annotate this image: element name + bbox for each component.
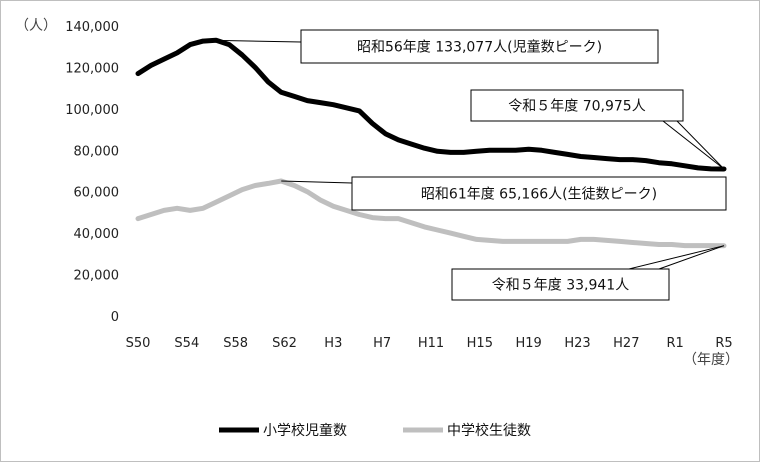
y-axis-unit: （人）: [15, 18, 57, 34]
annotation-leader-line: [281, 180, 353, 184]
x-axis-unit: （年度）: [683, 352, 739, 368]
annotation-leader-line: [676, 120, 725, 170]
annotation-leader-line: [658, 245, 725, 270]
x-tick-label: H15: [467, 336, 493, 351]
annotation-box: [351, 176, 727, 211]
series-line-elementary: [135, 37, 727, 172]
x-tick-label: H11: [418, 336, 444, 351]
annotation-leader-line: [662, 120, 725, 170]
annotation-box: [300, 29, 659, 64]
annotation-box: [470, 89, 684, 122]
x-tick-label: R1: [667, 336, 684, 351]
annotation-label: 昭和56年度 133,077人(児童数ピーク): [357, 39, 602, 56]
legend-label: 小学校児童数: [263, 422, 347, 439]
annotation-box: [451, 268, 670, 301]
y-tick-label: 0: [111, 310, 119, 325]
y-tick-label: 60,000: [74, 186, 120, 201]
x-tick-label: S62: [272, 336, 297, 351]
x-tick-label: H19: [516, 336, 542, 351]
y-tick-label: 20,000: [74, 269, 120, 284]
y-tick-label: 120,000: [65, 61, 119, 76]
x-tick-label: H27: [613, 336, 639, 351]
series-line-junior-high: [135, 178, 727, 249]
x-tick-label: S54: [174, 336, 199, 351]
x-tick-label: S58: [223, 336, 248, 351]
annotation-leader-line: [216, 39, 302, 43]
y-tick-label: 40,000: [74, 227, 120, 242]
legend-label: 中学校生徒数: [447, 422, 531, 439]
x-tick-label: H3: [324, 336, 342, 351]
x-tick-label: H23: [564, 336, 590, 351]
annotation-label: 昭和61年度 65,166人(生徒数ピーク): [421, 187, 657, 203]
annotation-leader-line: [628, 245, 725, 270]
y-tick-label: 140,000: [65, 20, 119, 35]
x-tick-label: H7: [373, 336, 391, 351]
y-tick-label: 80,000: [74, 144, 120, 159]
y-tick-label: 100,000: [65, 103, 119, 118]
annotation-label: 令和５年度 70,975人: [508, 99, 645, 115]
x-tick-label: S50: [126, 336, 151, 351]
x-tick-label: R5: [715, 336, 732, 351]
annotation-label: 令和５年度 33,941人: [492, 278, 629, 294]
